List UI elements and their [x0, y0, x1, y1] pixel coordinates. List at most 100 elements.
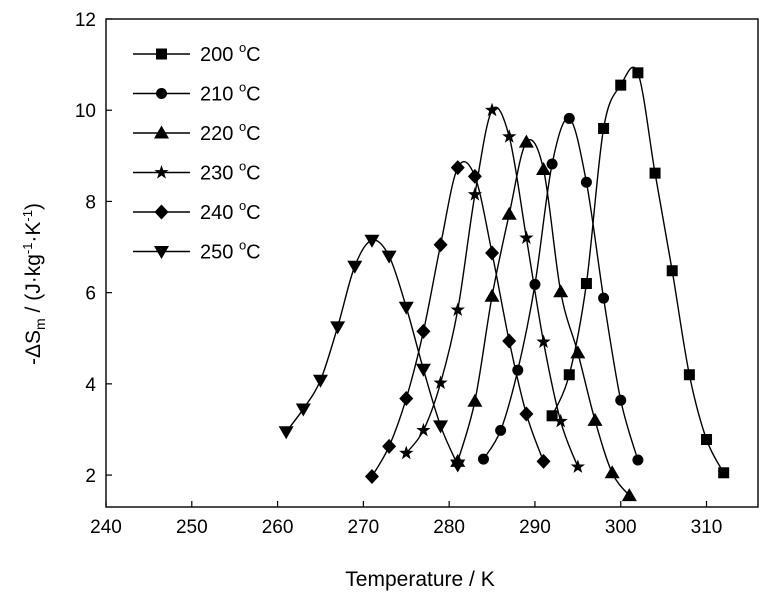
y-tick-label: 10: [75, 101, 96, 122]
data-point: [467, 187, 483, 201]
legend-entry-240: 240 oC: [133, 198, 261, 224]
series-line: [551, 66, 725, 474]
series-200: [546, 66, 730, 479]
data-point: [347, 260, 363, 274]
series-220: [450, 134, 637, 502]
data-point: [512, 364, 524, 376]
y-tick-label: 6: [85, 284, 96, 305]
series-line: [285, 239, 459, 466]
data-point: [519, 230, 534, 244]
data-point: [433, 420, 449, 434]
data-point: [399, 445, 414, 460]
data-point: [563, 112, 575, 124]
legend-marker: [156, 48, 167, 60]
data-point: [330, 321, 346, 335]
legend-entry-200: 200 oC: [133, 40, 261, 66]
legend-marker: [154, 165, 169, 179]
series-line: [457, 139, 630, 497]
data-point: [632, 454, 644, 466]
data-point: [536, 162, 552, 176]
legend-label: 200 oC: [200, 40, 261, 66]
legend-label: 230 oC: [200, 159, 261, 185]
data-point: [312, 374, 328, 388]
data-point: [598, 292, 610, 304]
x-tick-label: 310: [691, 517, 723, 538]
data-point: [546, 158, 558, 170]
series-240: [364, 160, 551, 484]
x-tick-label: 260: [262, 517, 294, 538]
data-point: [415, 363, 431, 377]
data-point: [563, 369, 575, 381]
data-point: [484, 288, 500, 302]
data-point: [501, 206, 517, 220]
data-point: [450, 459, 466, 473]
legend-label: 250 oC: [200, 238, 261, 264]
data-point: [467, 168, 482, 184]
data-point: [433, 375, 448, 390]
data-point: [364, 468, 379, 484]
data-point: [666, 265, 678, 277]
series-line: [482, 117, 639, 461]
series-210: [477, 112, 644, 466]
series-230: [399, 102, 585, 473]
data-point: [718, 467, 730, 479]
data-point: [615, 394, 627, 406]
data-point: [570, 345, 586, 359]
data-point: [382, 438, 397, 454]
data-point: [536, 334, 551, 348]
data-point: [598, 122, 610, 134]
data-point: [477, 453, 489, 465]
y-tick-label: 2: [85, 466, 96, 487]
data-point: [553, 413, 568, 428]
legend-label: 210 oC: [200, 80, 261, 106]
legend-label: 220 oC: [200, 119, 261, 145]
data-point: [502, 333, 517, 349]
data-point: [518, 134, 534, 148]
data-point: [553, 284, 569, 298]
data-point: [416, 323, 431, 339]
legend-entry-220: 220 oC: [133, 119, 261, 145]
y-tick-label: 8: [85, 192, 96, 213]
data-point: [433, 237, 448, 253]
data-point: [621, 488, 637, 502]
data-point: [570, 459, 585, 473]
y-axis-title: -ΔSm / (J·kg-1·K-1): [20, 203, 48, 365]
legend-entry-210: 210 oC: [133, 80, 261, 106]
legend-marker: [154, 204, 169, 220]
data-point: [604, 465, 620, 479]
data-point: [495, 424, 507, 436]
data-point: [398, 301, 414, 315]
data-point: [364, 234, 380, 248]
data-point: [536, 453, 551, 469]
data-point: [683, 369, 695, 381]
legend-entry-230: 230 oC: [133, 159, 261, 185]
data-point: [580, 278, 592, 290]
data-point: [381, 250, 397, 264]
data-point: [519, 406, 534, 422]
data-point: [587, 412, 603, 426]
data-point: [701, 434, 713, 446]
y-tick-label: 12: [75, 10, 96, 31]
x-axis-title: Temperature / K: [345, 568, 494, 591]
legend-marker: [154, 125, 169, 139]
data-point: [529, 278, 541, 290]
data-point: [467, 393, 483, 407]
data-point: [502, 129, 517, 143]
data-point: [484, 102, 500, 117]
data-point: [580, 176, 592, 188]
data-point: [278, 426, 294, 440]
y-tick-label: 4: [85, 375, 96, 396]
data-point: [632, 67, 644, 79]
plot-frame: [105, 18, 759, 508]
legend-marker: [154, 246, 169, 259]
data-point: [485, 245, 500, 261]
data-point: [416, 422, 431, 437]
series-250: [278, 234, 466, 473]
series-line: [371, 160, 545, 477]
x-tick-label: 280: [433, 517, 465, 538]
x-tick-label: 240: [90, 517, 122, 538]
data-point: [450, 302, 465, 317]
legend-label: 240 oC: [200, 198, 261, 224]
legend-entry-250: 250 oC: [133, 238, 261, 264]
data-point: [295, 403, 311, 417]
